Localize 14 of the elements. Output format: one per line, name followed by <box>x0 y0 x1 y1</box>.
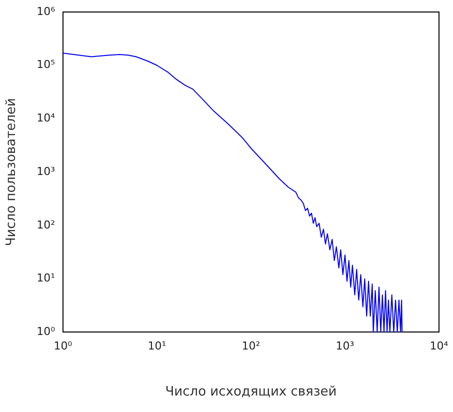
x-tick-label: 10⁰ <box>54 340 73 353</box>
y-tick-label: 10⁵ <box>36 58 56 72</box>
y-tick-label: 10² <box>36 218 56 232</box>
y-axis-title: Число пользователей <box>4 98 20 246</box>
y-tick-label: 10⁶ <box>36 4 56 18</box>
x-tick-label: 10¹ <box>148 340 166 353</box>
y-tick-label: 10³ <box>36 164 56 178</box>
x-tick-label: 10³ <box>336 340 354 353</box>
y-tick-label: 10¹ <box>36 272 56 285</box>
x-tick-label: 10² <box>242 340 260 353</box>
x-tick-label: 10⁴ <box>430 340 449 353</box>
y-tick-label: 10⁰ <box>36 325 56 338</box>
x-axis-title: Число исходящих связей <box>165 384 337 400</box>
y-tick-label: 10⁴ <box>36 112 56 125</box>
